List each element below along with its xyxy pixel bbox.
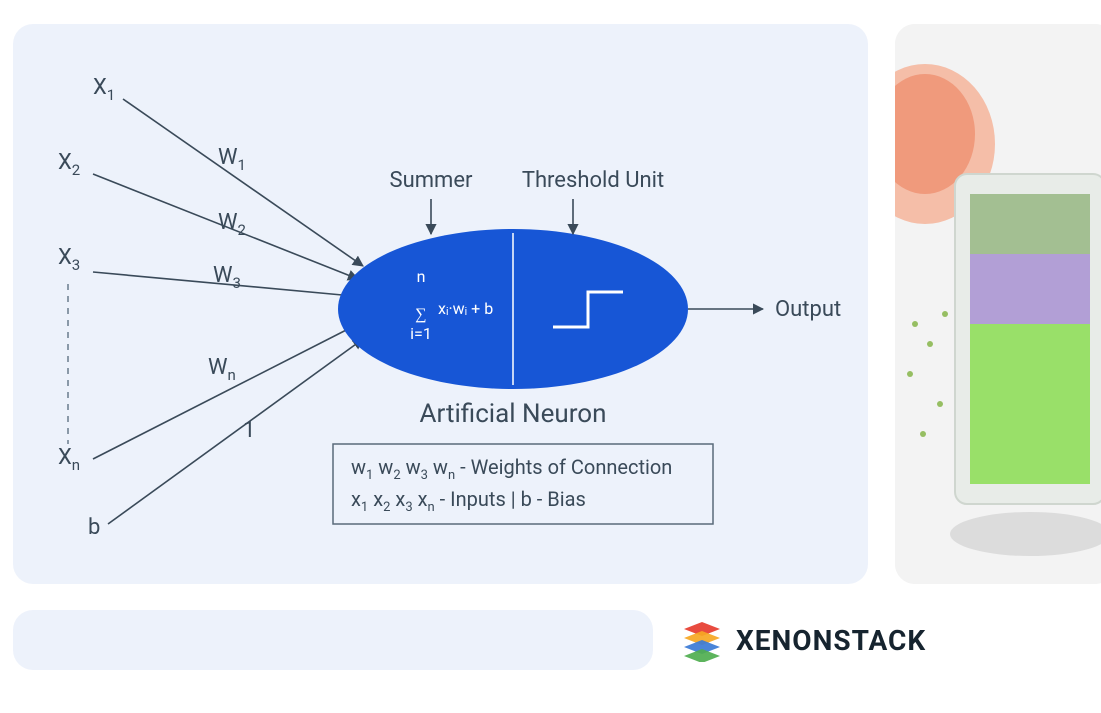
bottom-bar	[13, 610, 653, 670]
threshold-label: Threshold Unit	[522, 168, 664, 193]
sum-lower-bound: i=1	[410, 324, 432, 343]
svg-text:W2: W2	[218, 210, 246, 239]
output-label: Output	[775, 297, 841, 322]
brand-name: XENONSTACK	[736, 624, 926, 657]
legend-line-2: x1 x2 x3 xn - Inputs | b - Bias	[351, 487, 586, 515]
legend-line-1: w1 w2 w3 wn - Weights of Connection	[351, 455, 672, 483]
svg-text:X1: X1	[93, 75, 115, 104]
svg-text:W3: W3	[213, 263, 241, 292]
brand-logo: XENONSTACK	[680, 618, 926, 662]
decorative-render	[895, 24, 1101, 584]
side-image-card	[895, 24, 1101, 584]
brand-logo-icon	[680, 618, 724, 662]
svg-text:X3: X3	[58, 245, 80, 274]
sum-upper-bound: n	[417, 267, 426, 286]
svg-text:Wn: Wn	[208, 355, 236, 384]
neuron-diagram-svg: n ∑ i=1 xᵢ·wᵢ + b Summer Threshold Unit …	[13, 24, 868, 584]
summer-label: Summer	[390, 168, 473, 193]
svg-text:Xn: Xn	[58, 445, 80, 474]
sigma-symbol: ∑	[415, 306, 426, 323]
weight-labels: W1 W2 W3 Wn 1	[208, 145, 255, 443]
svg-text:1: 1	[243, 418, 255, 443]
diagram-title: Artificial Neuron	[420, 399, 607, 429]
svg-text:b: b	[88, 515, 100, 540]
input-labels: X1 X2 X3 Xn b	[58, 75, 115, 540]
neuron-diagram-card: n ∑ i=1 xᵢ·wᵢ + b Summer Threshold Unit …	[13, 24, 868, 584]
sum-expression: xᵢ·wᵢ + b	[438, 299, 493, 318]
svg-text:W1: W1	[218, 145, 246, 174]
svg-text:X2: X2	[58, 150, 80, 179]
